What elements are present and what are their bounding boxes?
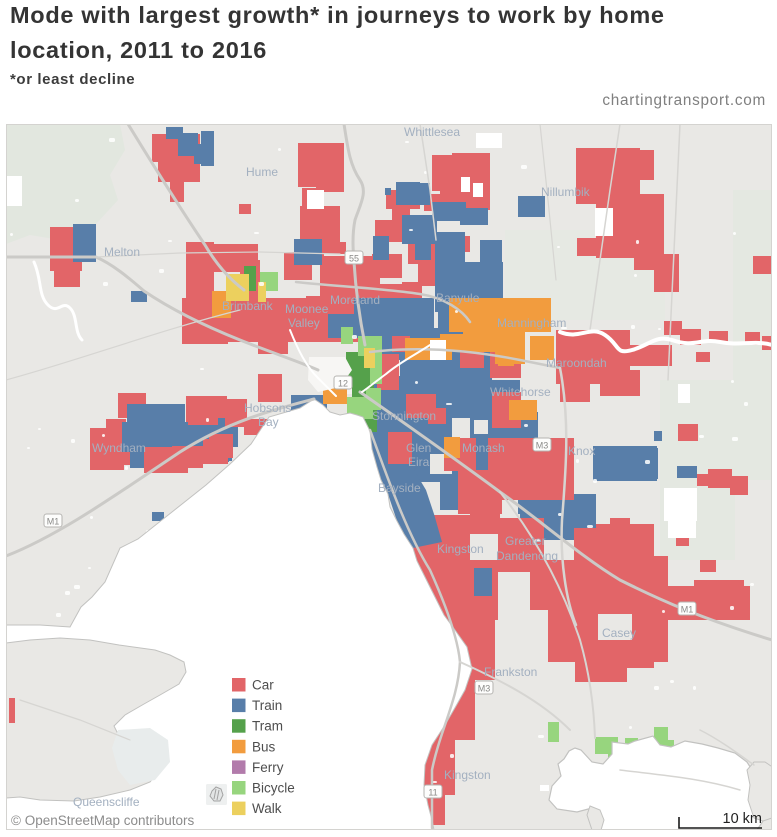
svg-text:M3: M3 — [536, 441, 549, 451]
svg-text:M1: M1 — [681, 605, 694, 615]
svg-text:Melton: Melton — [104, 245, 140, 259]
svg-text:Kingston: Kingston — [437, 542, 484, 556]
svg-text:Whittlesea: Whittlesea — [404, 125, 460, 139]
svg-text:Bus: Bus — [252, 739, 276, 754]
svg-text:Walk: Walk — [252, 801, 282, 816]
svg-text:11: 11 — [428, 788, 437, 798]
svg-text:Hobsons: Hobsons — [244, 401, 291, 415]
svg-text:M3: M3 — [478, 684, 491, 694]
svg-text:Stonnington: Stonnington — [372, 409, 436, 423]
svg-text:Monash: Monash — [462, 441, 505, 455]
svg-text:Car: Car — [252, 678, 274, 693]
svg-text:M1: M1 — [47, 517, 60, 527]
svg-text:Eira: Eira — [408, 455, 430, 469]
svg-text:Dandenong: Dandenong — [496, 549, 558, 563]
svg-text:Nillumbik: Nillumbik — [541, 185, 591, 199]
svg-text:Maroondah: Maroondah — [546, 356, 607, 370]
svg-text:Greater: Greater — [505, 534, 546, 548]
svg-text:Whitehorse: Whitehorse — [490, 385, 551, 399]
svg-text:12: 12 — [338, 379, 348, 389]
svg-text:Moreland: Moreland — [330, 293, 380, 307]
svg-text:Hume: Hume — [246, 165, 278, 179]
svg-text:Kingston: Kingston — [444, 768, 491, 782]
svg-text:Manningham: Manningham — [497, 316, 566, 330]
svg-text:Moonee: Moonee — [285, 302, 329, 316]
svg-text:Valley: Valley — [288, 316, 320, 330]
svg-text:© OpenStreetMap contributors: © OpenStreetMap contributors — [11, 813, 195, 828]
svg-text:Bayside: Bayside — [378, 481, 421, 495]
svg-text:Knox: Knox — [568, 444, 595, 458]
svg-text:Bay: Bay — [258, 415, 279, 429]
svg-text:Ferry: Ferry — [252, 760, 284, 775]
svg-text:Brimbank: Brimbank — [222, 299, 274, 313]
svg-text:Bicycle: Bicycle — [252, 781, 295, 796]
svg-text:Casey: Casey — [602, 626, 636, 640]
svg-text:Train: Train — [252, 698, 282, 713]
svg-text:55: 55 — [349, 254, 359, 264]
svg-text:Wyndham: Wyndham — [92, 441, 146, 455]
svg-text:Glen: Glen — [406, 441, 431, 455]
svg-text:10 km: 10 km — [723, 811, 763, 827]
svg-text:Frankston: Frankston — [484, 665, 537, 679]
svg-text:Tram: Tram — [252, 719, 283, 734]
svg-text:Queenscliffe: Queenscliffe — [73, 795, 140, 809]
svg-text:Banyule: Banyule — [436, 291, 480, 305]
